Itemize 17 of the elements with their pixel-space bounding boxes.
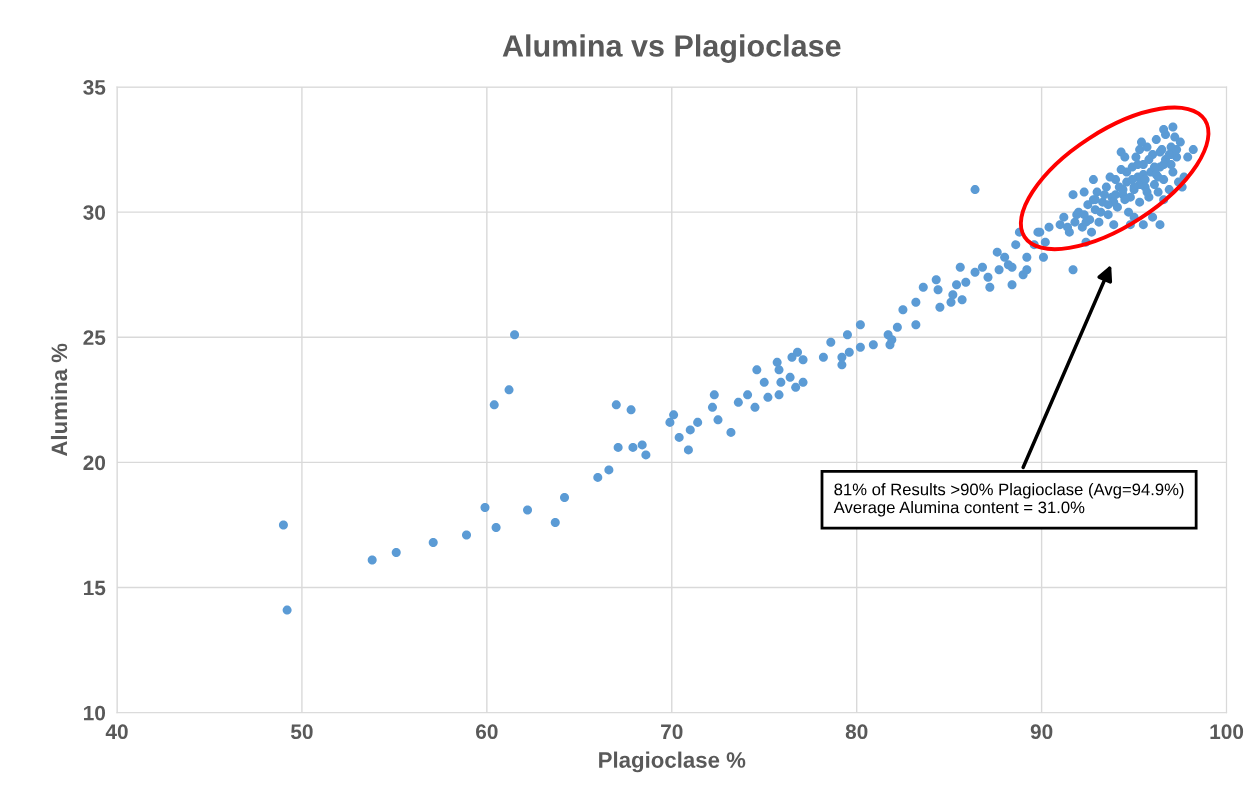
y-tick-label: 15 — [84, 580, 106, 596]
x-axis-title: Plagioclase % — [599, 751, 746, 773]
y-axis-title: Alumina % — [50, 343, 68, 457]
x-tick-label: 80 — [845, 724, 868, 740]
x-tick-label: 60 — [476, 724, 498, 740]
annotation: 81% of Results >90% Plagioclase (Avg=94.9%) Average Alumina content = 31.0% — [833, 483, 1184, 517]
x-tick-label: 40 — [105, 724, 128, 740]
y-tick-label: 10 — [84, 705, 106, 721]
y-tick-label: 30 — [83, 205, 106, 220]
x-tick-label: 70 — [661, 724, 683, 740]
x-tick-label: 90 — [1030, 724, 1053, 740]
chart-title: Alumina vs Plagioclase — [502, 34, 841, 63]
y-tick-label: 25 — [83, 330, 106, 346]
x-tick-label: 100 — [1210, 724, 1244, 740]
y-tick-label: 20 — [83, 455, 106, 471]
x-tick-label: 50 — [290, 724, 313, 740]
y-tick-label: 35 — [83, 80, 106, 95]
